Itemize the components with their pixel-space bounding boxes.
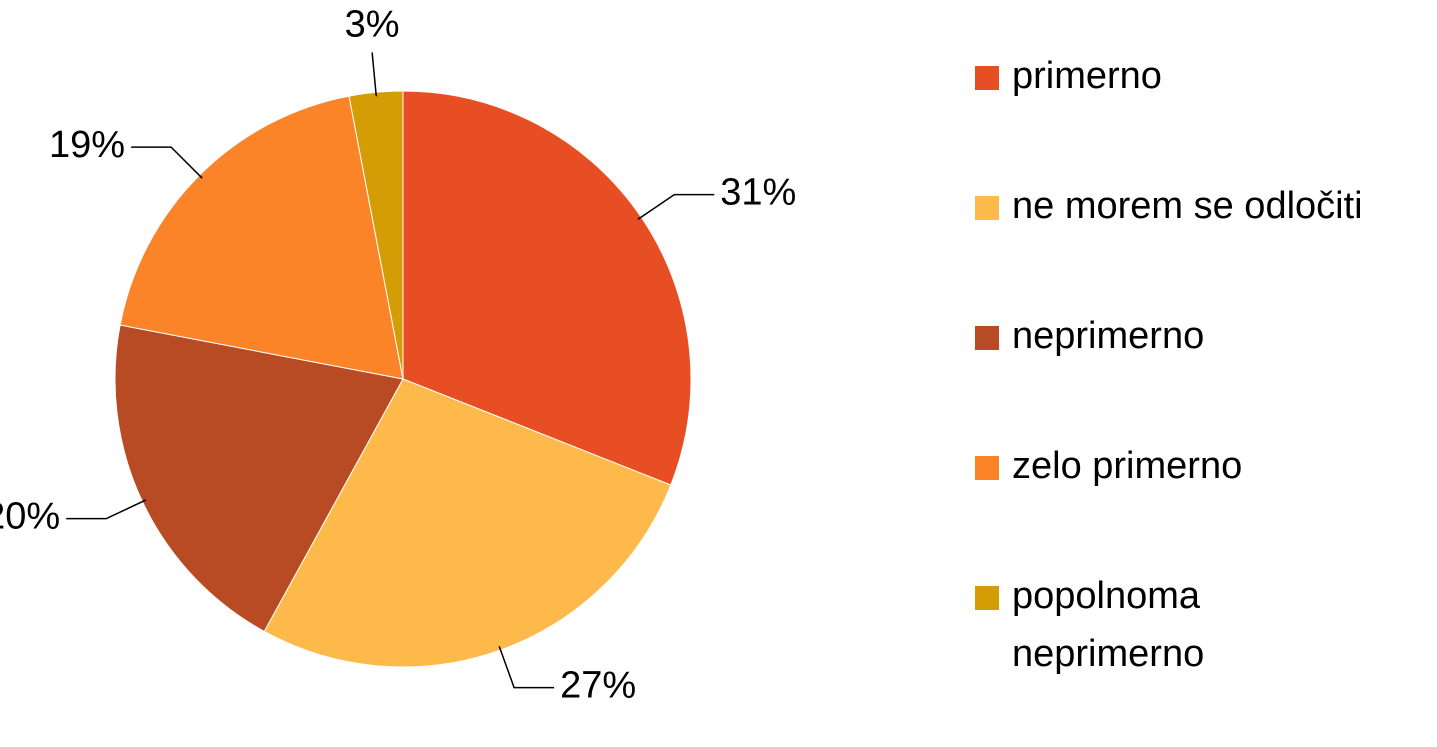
leader-line (637, 193, 715, 220)
legend-label: ne morem se odločiti (1012, 185, 1363, 227)
legend-label: primerno (1012, 55, 1162, 97)
leader-line (498, 645, 555, 689)
data-label: 27% (560, 665, 636, 707)
leader-line (371, 52, 378, 97)
legend-label: neprimerno (1012, 315, 1204, 357)
data-label: 20% (0, 496, 60, 538)
data-label: 31% (720, 172, 796, 214)
legend-swatch (975, 66, 999, 90)
leader-line (131, 146, 203, 179)
legend-swatch (975, 586, 999, 610)
legend-swatch (975, 196, 999, 220)
legend-swatch (975, 456, 999, 480)
legend-label: popolnoma neprimerno (1012, 575, 1211, 675)
legend-label: zelo primerno (1012, 445, 1242, 487)
data-label: 3% (345, 3, 400, 45)
leader-line (66, 499, 147, 520)
legend-swatch (975, 326, 999, 350)
data-label: 19% (49, 124, 125, 166)
